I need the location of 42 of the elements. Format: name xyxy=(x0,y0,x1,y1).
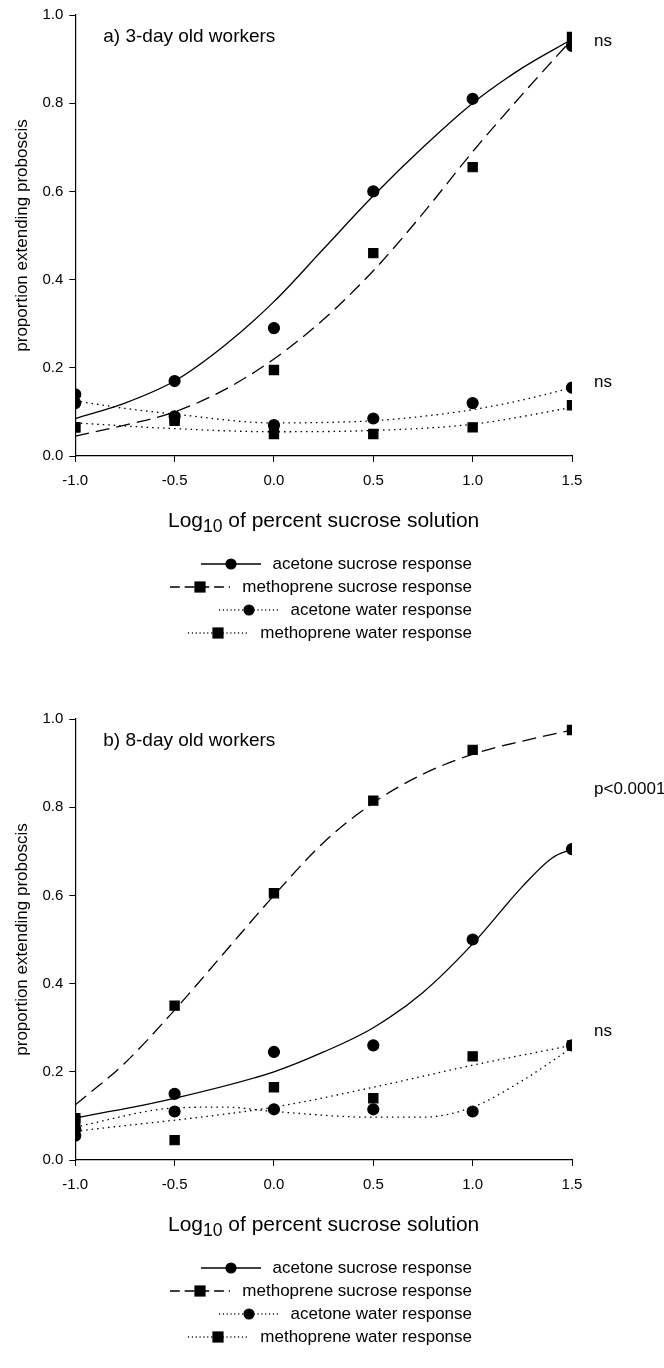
text: ns xyxy=(594,31,612,51)
x-tick-label: 1.5 xyxy=(561,471,583,489)
text: ns xyxy=(594,1021,612,1041)
y-axis-title: proportion extending proboscis xyxy=(11,119,31,352)
legend-label: acetone water response xyxy=(290,599,472,620)
x-axis-title: Log$_{10}$ of percent sucrose solution xyxy=(166,508,481,538)
x-tick-label: -0.5 xyxy=(161,471,188,489)
x-tick-label: -1.0 xyxy=(62,471,89,489)
x-tick-label: -0.5 xyxy=(161,1175,188,1193)
y-tick-label: 0.0 xyxy=(42,446,64,464)
x-tick-label: 0.0 xyxy=(263,1175,285,1193)
y-tick-label: 0.2 xyxy=(42,1061,64,1079)
y-tick-label: 0.4 xyxy=(42,269,64,287)
x-tick-label: 1.0 xyxy=(462,1175,484,1193)
x-tick-label: 0.5 xyxy=(362,1175,384,1193)
y-tick-label: 1.0 xyxy=(42,709,64,727)
y-tick-label: 0.2 xyxy=(42,357,64,375)
legend-label: methoprene water response xyxy=(260,622,472,643)
y-tick-label: 0.6 xyxy=(42,181,64,199)
legend-label: methoprene water response xyxy=(260,1326,472,1347)
y-axis-title: proportion extending proboscis xyxy=(11,823,31,1056)
legend-label: methoprene sucrose response xyxy=(242,576,472,597)
y-tick-label: 1.0 xyxy=(42,5,64,23)
legend-label: acetone sucrose response xyxy=(272,1257,472,1278)
text: p<0.0001 xyxy=(594,779,664,799)
x-tick-label: 1.5 xyxy=(561,1175,583,1193)
text: a) 3-day old workers xyxy=(103,25,276,47)
y-tick-label: 0.6 xyxy=(42,885,64,903)
x-tick-label: 1.0 xyxy=(462,471,484,489)
y-tick-label: 0.4 xyxy=(42,973,64,991)
x-tick-label: -1.0 xyxy=(62,1175,89,1193)
legend-label: acetone water response xyxy=(290,1303,472,1324)
legend-label: methoprene sucrose response xyxy=(242,1280,472,1301)
text: b) 8-day old workers xyxy=(103,729,276,751)
y-tick-label: 0.8 xyxy=(42,797,64,815)
x-tick-label: 0.0 xyxy=(263,471,285,489)
text: ns xyxy=(594,372,612,392)
legend-label: acetone sucrose response xyxy=(272,553,472,574)
x-axis-title: Log$_{10}$ of percent sucrose solution xyxy=(166,1212,481,1242)
y-tick-label: 0.0 xyxy=(42,1150,64,1168)
x-tick-label: 0.5 xyxy=(362,471,384,489)
y-tick-label: 0.8 xyxy=(42,93,64,111)
